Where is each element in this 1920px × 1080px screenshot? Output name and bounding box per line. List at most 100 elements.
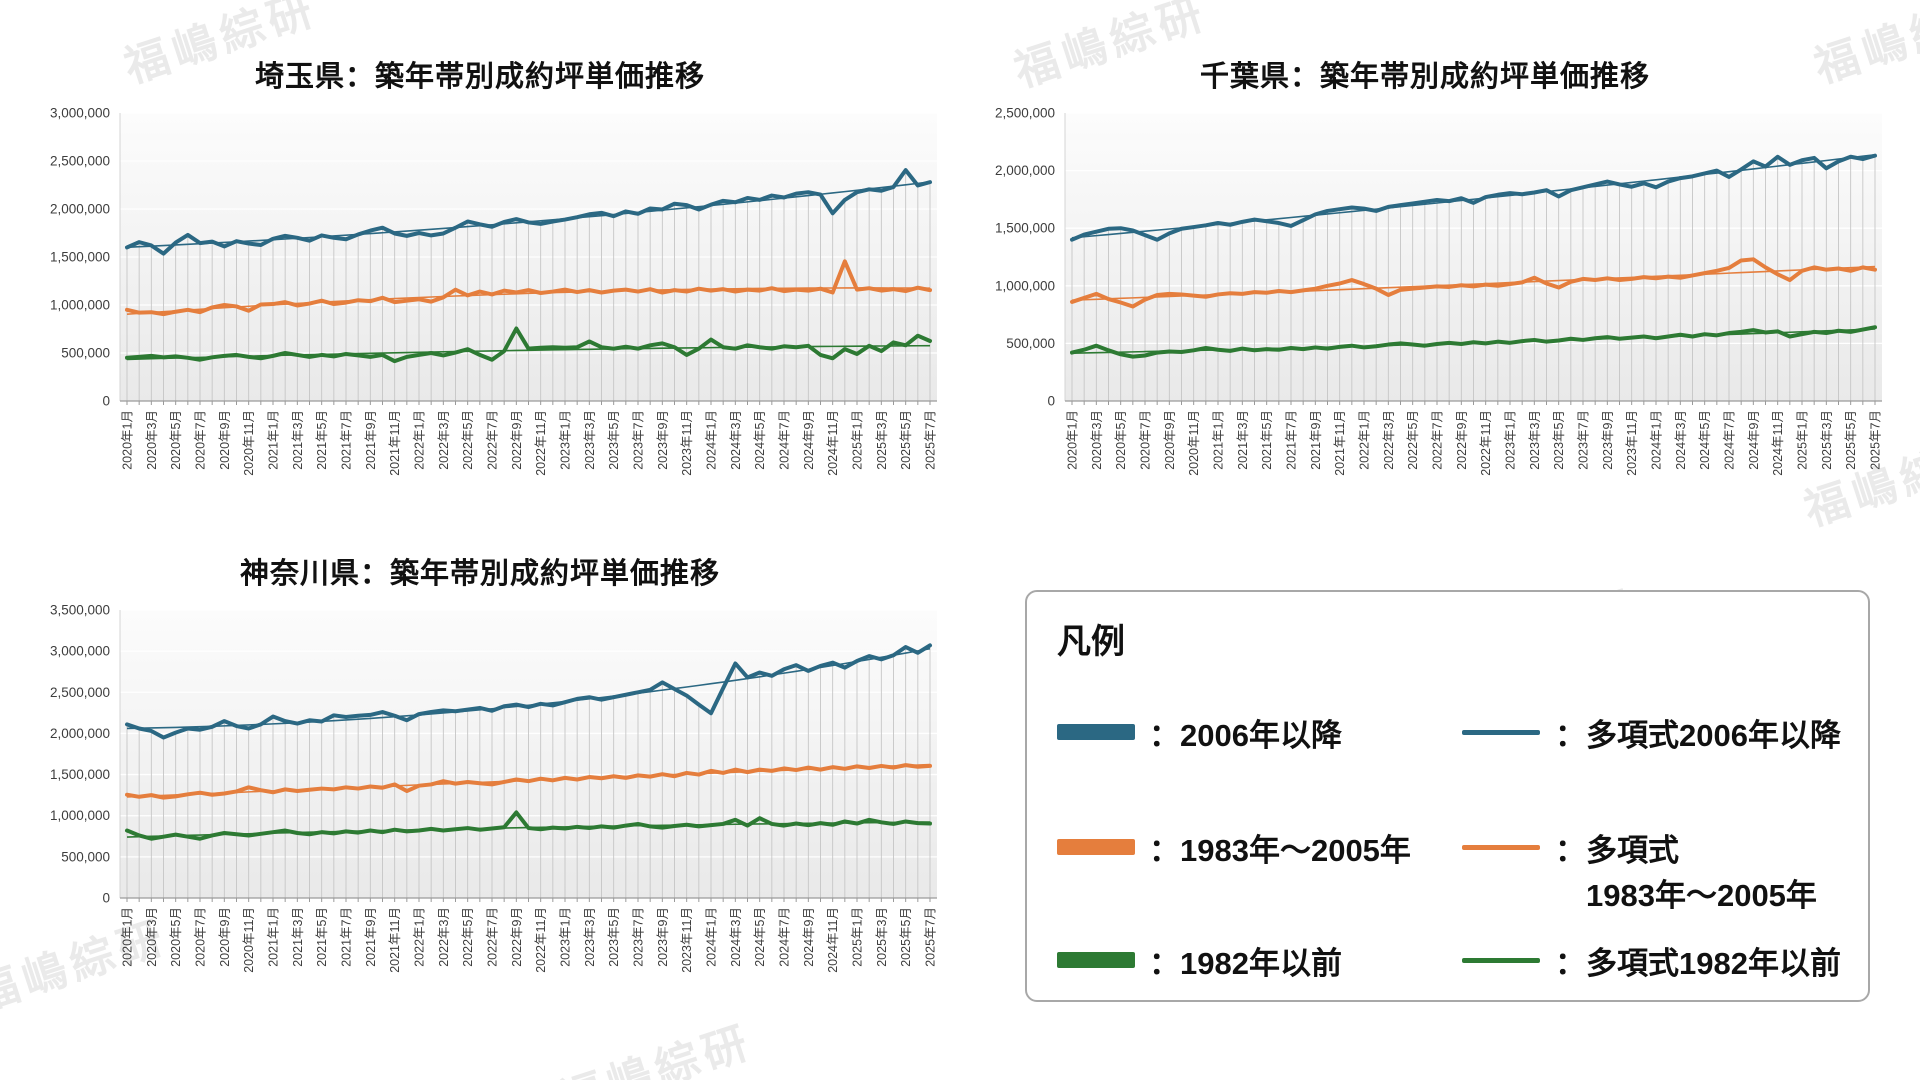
chart-kanagawa: 神奈川県：築年帯別成約坪単価推移 0 500,000 1,000,000 1,500,… — [15, 552, 945, 1022]
y-tick-label: 2,000,000 — [995, 163, 1055, 178]
x-tick-label: 2023年5月 — [607, 410, 621, 470]
legend-label-trend-1982: ：多項式1982年以前 — [1555, 946, 1841, 981]
x-tick-label: 2022年11月 — [534, 907, 548, 973]
x-tick-label: 2023年9月 — [1601, 410, 1615, 470]
x-tick-label: 2024年3月 — [1674, 410, 1688, 470]
y-tick-label: 1,500,000 — [50, 250, 110, 265]
x-tick-label: 2022年11月 — [534, 410, 548, 476]
series-line-saitama-2 — [125, 326, 932, 364]
series-line-chiba-2 — [1070, 325, 1877, 359]
x-tick-label: 2024年11月 — [826, 907, 840, 973]
chart-kanagawa-plot: 0 500,000 1,000,000 1,500,000 2,000,000 2,500… — [50, 603, 938, 973]
chart-saitama-title: 埼玉県：築年帯別成約坪単価推移 — [254, 61, 705, 93]
x-tick-label: 2022年7月 — [486, 907, 500, 967]
x-tick-label: 2022年5月 — [461, 907, 475, 967]
chart-saitama: 埼玉県：築年帯別成約坪単価推移 0 500,000 1,000,000 1,500,0… — [15, 55, 945, 525]
series-line-kanagawa-1 — [125, 763, 932, 800]
x-tick-label: 2025年3月 — [1820, 410, 1834, 470]
x-tick-label: 2024年9月 — [802, 410, 816, 470]
x-tick-label: 2024年7月 — [778, 410, 792, 470]
x-tick-label: 2022年5月 — [1406, 410, 1420, 470]
x-tick-label: 2023年7月 — [632, 907, 646, 967]
x-tick-label: 2025年7月 — [924, 410, 938, 470]
x-tick-label: 2020年3月 — [145, 907, 159, 967]
legend-label-trend-1983-2005-line1: ：多項式 — [1555, 833, 1679, 868]
legend-label-1983-2005: ：1983年〜2005年 — [1149, 833, 1411, 868]
y-tick-label: 500,000 — [61, 346, 110, 361]
x-tick-label: 2023年9月 — [656, 410, 670, 470]
x-tick-label: 2021年1月 — [1212, 410, 1226, 470]
y-tick-label: 2,500,000 — [50, 685, 110, 700]
x-tick-label: 2020年9月 — [218, 907, 232, 967]
x-tick-label: 2020年9月 — [218, 410, 232, 470]
x-tick-label: 2024年5月 — [1698, 410, 1712, 470]
legend-label-trend-2006: ：多項式2006年以降 — [1555, 718, 1841, 753]
series-line-saitama-0 — [125, 168, 932, 256]
y-tick-label: 2,000,000 — [50, 202, 110, 217]
x-tick-label: 2024年1月 — [1650, 410, 1664, 470]
y-tick-label: 2,500,000 — [50, 154, 110, 169]
x-tick-label: 2022年11月 — [1479, 410, 1493, 476]
legend-swatch-2006 — [1057, 724, 1135, 740]
chart-saitama-plot: 0 500,000 1,000,000 1,500,000 2,000,000 2,500… — [50, 106, 938, 476]
y-tick-label: 2,500,000 — [995, 106, 1055, 121]
x-tick-label: 2023年3月 — [583, 907, 597, 967]
x-tick-label: 2020年7月 — [1139, 410, 1153, 470]
x-tick-label: 2022年7月 — [486, 410, 500, 470]
x-tick-label: 2021年3月 — [291, 907, 305, 967]
x-tick-label: 2021年9月 — [364, 907, 378, 967]
x-tick-label: 2021年11月 — [388, 410, 402, 476]
y-tick-label: 1,000,000 — [50, 808, 110, 823]
x-tick-label: 2025年5月 — [899, 907, 913, 967]
y-tick-label: 3,000,000 — [50, 106, 110, 121]
x-tick-label: 2023年11月 — [680, 410, 694, 476]
x-tick-label: 2025年3月 — [875, 907, 889, 967]
y-tick-label: 1,000,000 — [50, 298, 110, 313]
legend-label-1982: ：1982年以前 — [1149, 946, 1342, 981]
x-tick-label: 2024年9月 — [802, 907, 816, 967]
x-tick-label: 2023年5月 — [1552, 410, 1566, 470]
legend-title: 凡例 — [1057, 623, 1125, 661]
x-tick-label: 2020年1月 — [1066, 410, 1080, 470]
x-tick-label: 2022年3月 — [437, 907, 451, 967]
x-tick-label: 2020年5月 — [1114, 410, 1128, 470]
x-tick-label: 2021年5月 — [315, 410, 329, 470]
x-tick-label: 2022年3月 — [1382, 410, 1396, 470]
x-tick-label: 2022年1月 — [413, 907, 427, 967]
legend-swatch-trend-2006 — [1462, 730, 1540, 735]
y-tick-label: 0 — [102, 394, 110, 409]
x-tick-label: 2020年11月 — [242, 410, 256, 476]
legend-swatch-1982 — [1057, 952, 1135, 968]
x-tick-label: 2020年5月 — [169, 907, 183, 967]
x-tick-label: 2023年5月 — [607, 907, 621, 967]
x-tick-label: 2025年1月 — [851, 410, 865, 470]
y-tick-label: 1,500,000 — [50, 767, 110, 782]
x-tick-label: 2020年1月 — [121, 410, 135, 470]
x-tick-label: 2021年3月 — [291, 410, 305, 470]
x-tick-label: 2022年9月 — [510, 410, 524, 470]
legend-swatch-trend-1982 — [1462, 958, 1540, 963]
x-tick-label: 2020年7月 — [194, 907, 208, 967]
x-tick-label: 2023年11月 — [680, 907, 694, 973]
x-tick-label: 2022年3月 — [437, 410, 451, 470]
x-tick-label: 2025年5月 — [899, 410, 913, 470]
series-line-chiba-1 — [1070, 257, 1877, 309]
x-tick-label: 2023年7月 — [632, 410, 646, 470]
x-tick-label: 2020年9月 — [1163, 410, 1177, 470]
x-tick-label: 2021年11月 — [1333, 410, 1347, 476]
series-line-saitama-1 — [125, 259, 932, 317]
x-tick-label: 2025年3月 — [875, 410, 889, 470]
x-tick-label: 2020年3月 — [1090, 410, 1104, 470]
x-tick-label: 2021年7月 — [340, 410, 354, 470]
y-tick-label: 0 — [102, 891, 110, 906]
x-tick-label: 2024年7月 — [778, 907, 792, 967]
y-tick-label: 500,000 — [1006, 336, 1055, 351]
series-line-chiba-0 — [1070, 153, 1877, 242]
x-tick-label: 2025年7月 — [924, 907, 938, 967]
x-tick-label: 2024年11月 — [826, 410, 840, 476]
x-tick-label: 2022年7月 — [1431, 410, 1445, 470]
x-tick-label: 2022年9月 — [1455, 410, 1469, 470]
x-tick-label: 2022年1月 — [1358, 410, 1372, 470]
x-tick-label: 2023年1月 — [559, 410, 573, 470]
chart-chiba-plot: 0 500,000 1,000,000 1,500,000 2,000,000 2,500… — [995, 106, 1883, 476]
